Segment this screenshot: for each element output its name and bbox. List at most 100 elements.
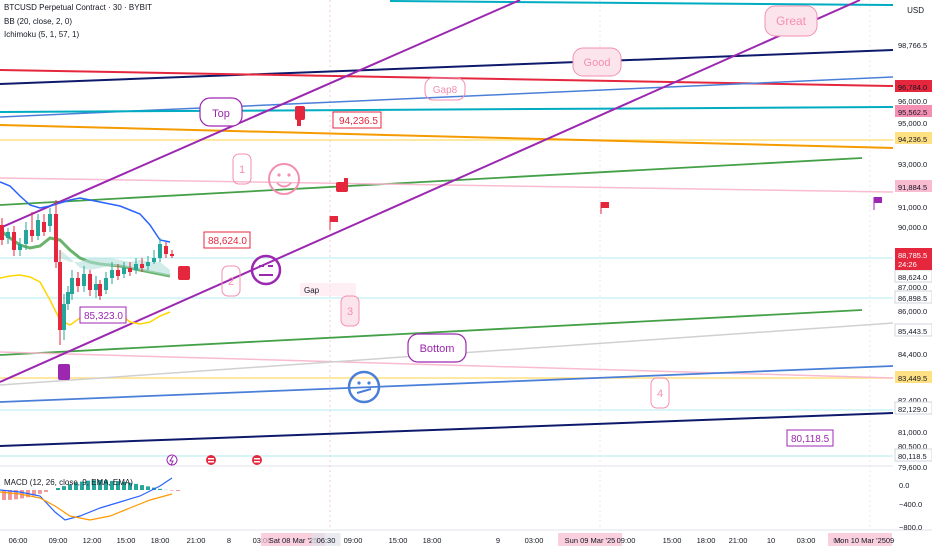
- trendline-orange[interactable]: [0, 125, 893, 148]
- callout-85323-label: 85,323.0: [84, 311, 123, 322]
- macd-bar: [140, 485, 144, 490]
- macd-bar: [38, 490, 42, 494]
- annotation-top[interactable]: Top: [200, 98, 242, 126]
- indicator-bb-label[interactable]: BB (20, close, 2, 0): [4, 17, 72, 26]
- label-4[interactable]: 4: [651, 378, 669, 408]
- flag-event-icon[interactable]: [206, 455, 216, 465]
- candle-body: [116, 270, 120, 276]
- candle-body: [128, 268, 132, 272]
- label-1[interactable]: 1: [233, 154, 251, 184]
- candle-body: [98, 284, 102, 296]
- candle-body: [134, 264, 138, 270]
- time-tick-label: 10: [767, 536, 775, 545]
- symbol-title[interactable]: BTCUSD Perpetual Contract · 30 · BYBIT: [4, 3, 152, 12]
- candle-body: [110, 270, 114, 278]
- macd-signal: [0, 492, 172, 520]
- time-tick-label: 15:00: [117, 536, 136, 545]
- price-tick-label: 84,400.0: [898, 350, 927, 359]
- annotation-good[interactable]: Good: [573, 48, 621, 76]
- callout-80118[interactable]: 80,118.5: [787, 430, 833, 446]
- time-tick-label: 06:00: [9, 536, 28, 545]
- hand-pointer-purple-icon[interactable]: [58, 364, 70, 380]
- price-tick-label: 94,236.5: [898, 135, 927, 144]
- macd-tick-label: −400.0: [899, 500, 922, 509]
- trendline-cyan[interactable]: [0, 107, 893, 112]
- price-tick-label: 86,898.5: [898, 294, 927, 303]
- label-2[interactable]: 2: [222, 266, 240, 296]
- macd-bar: [170, 490, 174, 491]
- time-tick-label: 21:00: [729, 536, 748, 545]
- label-3-text: 3: [347, 306, 353, 318]
- label-4-text: 4: [657, 388, 663, 400]
- time-tick-label: Mon 10 Mar '25: [834, 536, 886, 545]
- candle-body: [30, 230, 34, 236]
- candle-body: [76, 278, 80, 286]
- neutral-face-icon[interactable]: [252, 256, 280, 284]
- candle-body: [104, 278, 108, 290]
- candle-body: [146, 262, 150, 266]
- callout-85323[interactable]: 85,323.0: [80, 307, 126, 323]
- trendline-blue-bottom[interactable]: [0, 366, 893, 402]
- thumb-down-icon[interactable]: [295, 106, 305, 126]
- candle-body: [58, 262, 62, 330]
- annotation-bottom-label: Bottom: [420, 343, 455, 355]
- price-tick-label: 95,562.5: [898, 108, 927, 117]
- macd-bar: [2, 490, 6, 500]
- flag-purple-icon[interactable]: [874, 197, 882, 210]
- candle-body: [24, 230, 28, 244]
- time-axis[interactable]: 06:0009:0012:0015:0018:0021:00803:00Sat …: [9, 533, 895, 546]
- time-tick-label: 18:00: [151, 536, 170, 545]
- callout-94236-label: 94,236.5: [339, 116, 378, 127]
- callout-88624-label: 88,624.0: [208, 236, 247, 247]
- candle-body: [82, 274, 86, 286]
- callout-88624[interactable]: 88,624.0: [204, 232, 250, 248]
- candle-body: [94, 284, 98, 290]
- price-tick-label: 88,624.0: [898, 273, 927, 282]
- price-axis[interactable]: 98,766.597,000.096,784.096,000.095,562.5…: [895, 41, 932, 532]
- candle-body: [18, 244, 22, 250]
- flag-red-icon[interactable]: [330, 216, 338, 230]
- candle-body: [70, 278, 74, 294]
- macd-bar: [134, 484, 138, 490]
- price-tick-label: 91,000.0: [898, 203, 927, 212]
- annotation-gap[interactable]: Gap: [300, 283, 356, 296]
- annotation-good-label: Good: [584, 57, 611, 69]
- label-1-text: 1: [239, 164, 245, 176]
- label-3[interactable]: 3: [341, 296, 359, 326]
- candle-body: [66, 292, 70, 304]
- indicator-ichimoku-label[interactable]: Ichimoku (5, 1, 57, 1): [4, 30, 79, 39]
- lightning-event-icon[interactable]: [167, 455, 177, 465]
- current-price-label: 88,785.5: [898, 251, 927, 260]
- candle-body: [6, 232, 10, 238]
- time-tick-label: 18:00: [423, 536, 442, 545]
- label-2-text: 2: [228, 276, 234, 288]
- time-tick-label: 09:00: [344, 536, 363, 545]
- trendline-navy-bottom[interactable]: [0, 413, 893, 446]
- price-tick-label: 80,118.5: [898, 452, 927, 461]
- channel-purple-lower[interactable]: [0, 0, 860, 382]
- time-tick-label: 09: [886, 536, 894, 545]
- annotation-top-label: Top: [212, 108, 230, 120]
- callout-94236[interactable]: 94,236.5: [333, 112, 381, 128]
- price-tick-label: 98,766.5: [898, 41, 927, 50]
- time-tick-label: 03:00: [797, 536, 816, 545]
- trendline-cyan-top[interactable]: [390, 1, 893, 5]
- candle-body: [0, 225, 4, 240]
- time-tick-label: 09:00: [617, 536, 636, 545]
- annotation-gap8-label: Gap8: [433, 85, 458, 96]
- annotation-great[interactable]: Great: [765, 6, 817, 36]
- trendline-green-top[interactable]: [0, 158, 862, 205]
- price-tick-label: 82,129.0: [898, 405, 927, 414]
- time-tick-label: 21:00: [187, 536, 206, 545]
- indicator-macd-label[interactable]: MACD (12, 26, close, 9, EMA, EMA): [4, 478, 133, 487]
- flag-event-icon-2[interactable]: [252, 455, 262, 465]
- hand-pointer-icon[interactable]: [178, 266, 190, 280]
- flag-red-icon-2[interactable]: [601, 202, 609, 214]
- thumb-up-icon[interactable]: [336, 178, 348, 192]
- time-tick-label: 03:00: [525, 536, 544, 545]
- candle-body: [54, 214, 58, 262]
- annotation-bottom[interactable]: Bottom: [408, 334, 466, 362]
- time-tick-label: Sat 08 Mar '25: [269, 536, 318, 545]
